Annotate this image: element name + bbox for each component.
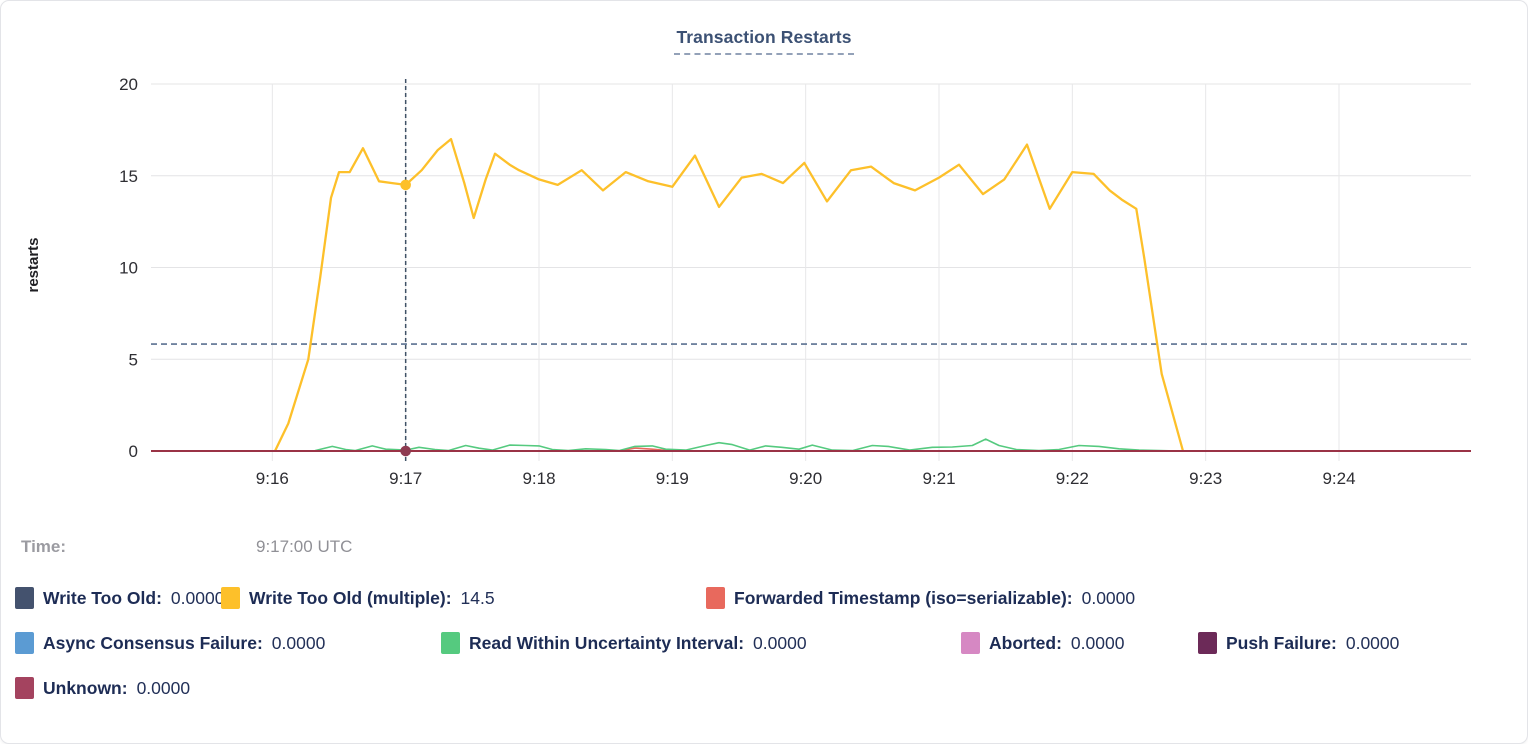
chart-title[interactable]: Transaction Restarts [674, 27, 854, 55]
y-tick-label: 10 [119, 259, 138, 278]
x-tick-label: 9:19 [656, 469, 689, 488]
x-tick-label: 9:23 [1189, 469, 1222, 488]
legend-row: Unknown: 0.0000 [1, 677, 1527, 703]
legend-value: 0.0000 [170, 587, 225, 608]
legend-value: 0.0000 [1345, 632, 1400, 653]
legend-label: Push Failure: [1226, 632, 1337, 653]
legend-color-swatch [15, 677, 34, 699]
legend-label: Read Within Uncertainty Interval: [469, 632, 745, 653]
x-tick-label: 9:22 [1056, 469, 1089, 488]
series-line-read-within-uncertainty-interval [314, 438, 1180, 452]
legend-value: 0.0000 [271, 632, 326, 653]
legend-item-read-within-uncertainty-interval: Read Within Uncertainty Interval: 0.0000 [441, 632, 807, 654]
legend-color-swatch [15, 632, 34, 654]
hover-dot-write-too-old-multiple- [400, 179, 411, 191]
y-tick-label: 0 [129, 442, 138, 461]
x-tick-label: 9:24 [1322, 469, 1355, 488]
x-tick-label: 9:21 [922, 469, 955, 488]
legend-label: Forwarded Timestamp (iso=serializable): [734, 587, 1073, 608]
legend-row: Async Consensus Failure: 0.0000 Read Withi… [1, 632, 1527, 658]
legend-item-unknown: Unknown: 0.0000 [15, 677, 190, 699]
x-tick-label: 9:16 [256, 469, 289, 488]
x-tick-label: 9:20 [789, 469, 822, 488]
series-line-write-too-old-multiple- [273, 137, 1185, 452]
legend-color-swatch [1198, 632, 1217, 654]
legend-label: Async Consensus Failure: [43, 632, 263, 653]
y-tick-label: 5 [129, 350, 138, 369]
chart-title-wrap: Transaction Restarts [1, 27, 1527, 55]
y-tick-label: 15 [119, 167, 138, 186]
legend-item-forwarded-timestamp-iso-serializable: Forwarded Timestamp (iso=serializable): 0… [706, 587, 1135, 609]
legend-label: Aborted: [989, 632, 1062, 653]
legend-color-swatch [961, 632, 980, 654]
legend-item-aborted: Aborted: 0.0000 [961, 632, 1124, 654]
y-tick-label: 20 [119, 75, 138, 94]
legend-label: Write Too Old (multiple): [249, 587, 452, 608]
legend-label: Unknown: [43, 677, 128, 698]
legend-item-async-consensus-failure: Async Consensus Failure: 0.0000 [15, 632, 325, 654]
legend-label: Write Too Old: [43, 587, 162, 608]
legend-color-swatch [221, 587, 240, 609]
legend-value: 0.0000 [753, 632, 807, 653]
time-label: Time: [21, 537, 67, 556]
legend-item-push-failure: Push Failure: 0.0000 [1198, 632, 1399, 654]
legend-value: 0.0000 [136, 677, 191, 698]
legend-row: Write Too Old: 0.0000 Write Too Old (multi… [1, 587, 1527, 613]
time-value: 9:17:00 UTC [256, 537, 353, 556]
legend-value: 14.5 [460, 587, 495, 608]
x-tick-label: 9:17 [389, 469, 422, 488]
legend-color-swatch [706, 587, 725, 609]
legend-value: 0.0000 [1070, 632, 1125, 653]
legend-value: 0.0000 [1081, 587, 1136, 608]
legend-color-swatch [441, 632, 460, 654]
legend-item-write-too-old-multiple: Write Too Old (multiple): 14.5 [221, 587, 495, 609]
legend-item-write-too-old: Write Too Old: 0.0000 [15, 587, 224, 609]
hover-dot-unknown [400, 445, 411, 457]
x-tick-label: 9:18 [522, 469, 555, 488]
legend-color-swatch [15, 587, 34, 609]
